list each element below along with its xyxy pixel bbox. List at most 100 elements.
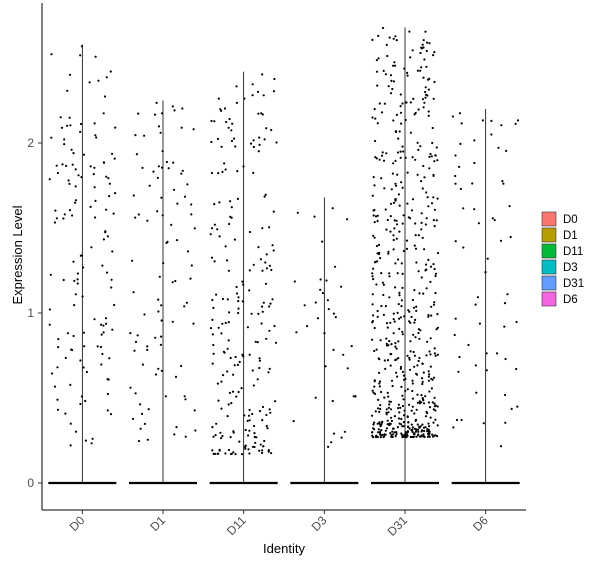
jitter-point: [216, 137, 220, 141]
violin-group-d3: [290, 197, 359, 485]
jitter-point: [90, 246, 93, 249]
jitter-point: [373, 428, 376, 431]
jitter-point: [244, 447, 247, 450]
jitter-point: [380, 390, 383, 394]
jitter-point: [396, 272, 399, 275]
jitter-point: [393, 320, 396, 323]
jitter-point: [409, 350, 412, 353]
jitter-point: [379, 436, 382, 439]
jitter-point: [401, 370, 404, 373]
jitter-point: [493, 219, 496, 222]
jitter-point: [227, 339, 230, 342]
jitter-point: [111, 250, 114, 253]
jitter-point: [428, 167, 431, 170]
jitter-point: [340, 285, 343, 288]
jitter-point: [148, 184, 151, 187]
jitter-point: [226, 298, 229, 301]
jitter-point: [71, 214, 74, 217]
jitter-point: [389, 432, 392, 435]
jitter-point: [241, 300, 244, 303]
jitter-point: [385, 337, 388, 340]
jitter-point: [48, 308, 52, 311]
jitter-point: [372, 391, 375, 394]
jitter-point: [429, 337, 432, 340]
jitter-point: [382, 313, 385, 316]
jitter-point: [385, 228, 388, 231]
violin-group-d1: [129, 100, 197, 485]
jitter-point: [134, 216, 137, 219]
jitter-point: [190, 213, 193, 216]
jitter-point: [402, 249, 405, 253]
jitter-point: [394, 130, 397, 133]
jitter-point: [220, 437, 223, 440]
jitter-point: [387, 406, 390, 409]
jitter-point: [376, 214, 379, 217]
jitter-point: [405, 247, 409, 250]
jitter-point: [407, 425, 410, 428]
jitter-point: [326, 299, 329, 302]
jitter-point: [436, 424, 439, 427]
jitter-point: [392, 64, 395, 67]
jitter-point: [429, 280, 432, 283]
jitter-point: [414, 430, 417, 433]
jitter-point: [389, 230, 392, 233]
jitter-point: [411, 405, 414, 408]
jitter-point: [211, 298, 214, 302]
jitter-point: [371, 414, 374, 417]
jitter-point: [186, 250, 190, 253]
jitter-point: [397, 303, 400, 306]
jitter-point: [424, 426, 427, 429]
jitter-point: [143, 134, 146, 137]
jitter-point: [417, 234, 420, 237]
jitter-point: [382, 69, 385, 72]
jitter-point: [413, 354, 416, 357]
jitter-point: [332, 312, 335, 315]
jitter-point: [436, 326, 439, 329]
jitter-point: [417, 108, 420, 111]
jitter-point: [427, 428, 430, 431]
legend-label-d1: D1: [563, 230, 578, 242]
jitter-point: [331, 399, 334, 403]
jitter-point: [431, 433, 434, 436]
jitter-point: [376, 407, 380, 410]
jitter-point: [383, 435, 386, 438]
jitter-point: [262, 445, 265, 448]
jitter-point: [237, 300, 240, 303]
jitter-point: [80, 45, 83, 48]
jitter-point: [233, 238, 236, 241]
jitter-point: [247, 434, 250, 437]
jitter-point: [108, 195, 111, 198]
jitter-point: [373, 421, 376, 424]
jitter-point: [417, 359, 420, 363]
jitter-point: [388, 340, 391, 343]
jitter-point: [404, 156, 407, 159]
jitter-point: [482, 422, 485, 425]
jitter-point: [96, 345, 99, 348]
jitter-point: [389, 215, 392, 218]
jitter-point: [395, 347, 398, 350]
jitter-point: [396, 173, 399, 176]
jitter-point: [48, 323, 51, 326]
jitter-point: [411, 389, 414, 393]
jitter-point: [227, 269, 230, 272]
jitter-point: [406, 431, 409, 434]
jitter-point: [256, 90, 260, 93]
jitter-point: [458, 112, 461, 115]
jitter-point: [419, 329, 422, 332]
jitter-point: [432, 263, 435, 266]
jitter-point: [459, 142, 462, 145]
jitter-point: [306, 325, 309, 328]
jitter-point: [415, 261, 418, 264]
jitter-point: [422, 106, 425, 109]
jitter-point: [398, 327, 401, 330]
jitter-point: [373, 236, 376, 239]
jitter-point: [406, 202, 409, 205]
jitter-point: [220, 145, 223, 148]
jitter-point: [102, 161, 105, 164]
jitter-point: [436, 197, 439, 200]
jitter-point: [373, 349, 376, 353]
jitter-point: [430, 314, 433, 317]
jitter-point: [373, 380, 376, 383]
jitter-point: [265, 424, 268, 428]
jitter-point: [76, 272, 79, 275]
